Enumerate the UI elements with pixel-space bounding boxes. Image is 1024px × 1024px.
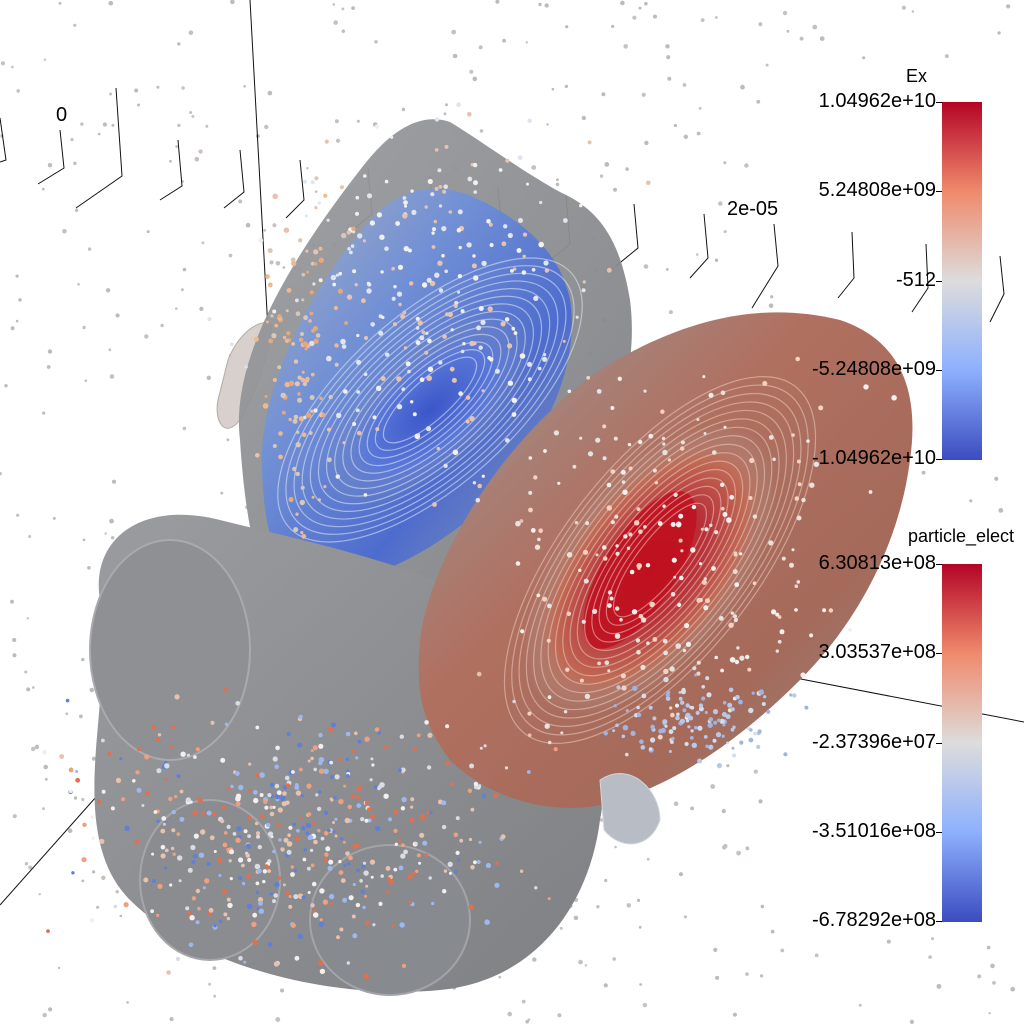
particle-tick-label-2: -2.37396e+07 [811,731,936,753]
particle-tick-label-3: -3.51016e+08 [811,820,936,842]
right-lobe-contour-bands [503,376,817,744]
bottom-ring-1 [139,799,281,961]
right-lobe-bright-core [583,491,697,649]
ex-tick-label-0: 1.04962e+10 [818,90,936,112]
ex-tick-label-3: -5.24808e+09 [811,358,936,380]
axis-tick-label-0: 0 [56,104,67,126]
particle-tick-4 [936,921,942,922]
particle-legend-title: particle_elect [908,526,1015,546]
particle-electrons [42,102,897,980]
lower-left-ring [89,539,251,761]
ex-colorbar [942,102,982,460]
upper-lobe-blue-core [325,312,535,508]
particle-tick-1 [936,653,942,654]
axis-tick-label-2e-05: 2e-05 [727,198,778,220]
ex-color-legend: Ex 1.04962e+10 5.24808e+09 -512 -5.24808… [790,62,1024,472]
ex-tick-3 [936,370,942,371]
ex-tick-label-2: -512 [895,269,936,291]
particle-colorbar [942,564,982,922]
particle-tick-label-4: -6.78292e+08 [811,909,936,931]
particle-tick-label-0: 6.30813e+08 [818,552,936,574]
upper-lobe-contour-bands [277,257,583,543]
ex-tick-1 [936,191,942,192]
particle-tick-label-1: 3.03537e+08 [818,641,936,663]
bottom-ring-2 [309,844,471,996]
ex-tick-2 [936,281,942,282]
ex-legend-title: Ex [906,66,928,86]
particle-color-legend: particle_elect 6.30813e+08 3.03537e+08 -… [790,524,1024,934]
ex-tick-label-1: 5.24808e+09 [818,179,936,201]
particle-tick-0 [936,564,942,565]
particle-tick-2 [936,743,942,744]
particle-tick-3 [936,832,942,833]
ex-tick-4 [936,459,942,460]
ex-tick-0 [936,102,942,103]
right-flange [599,773,661,845]
axis-grid [0,0,1024,906]
ex-tick-label-4: -1.04962e+10 [811,447,936,469]
